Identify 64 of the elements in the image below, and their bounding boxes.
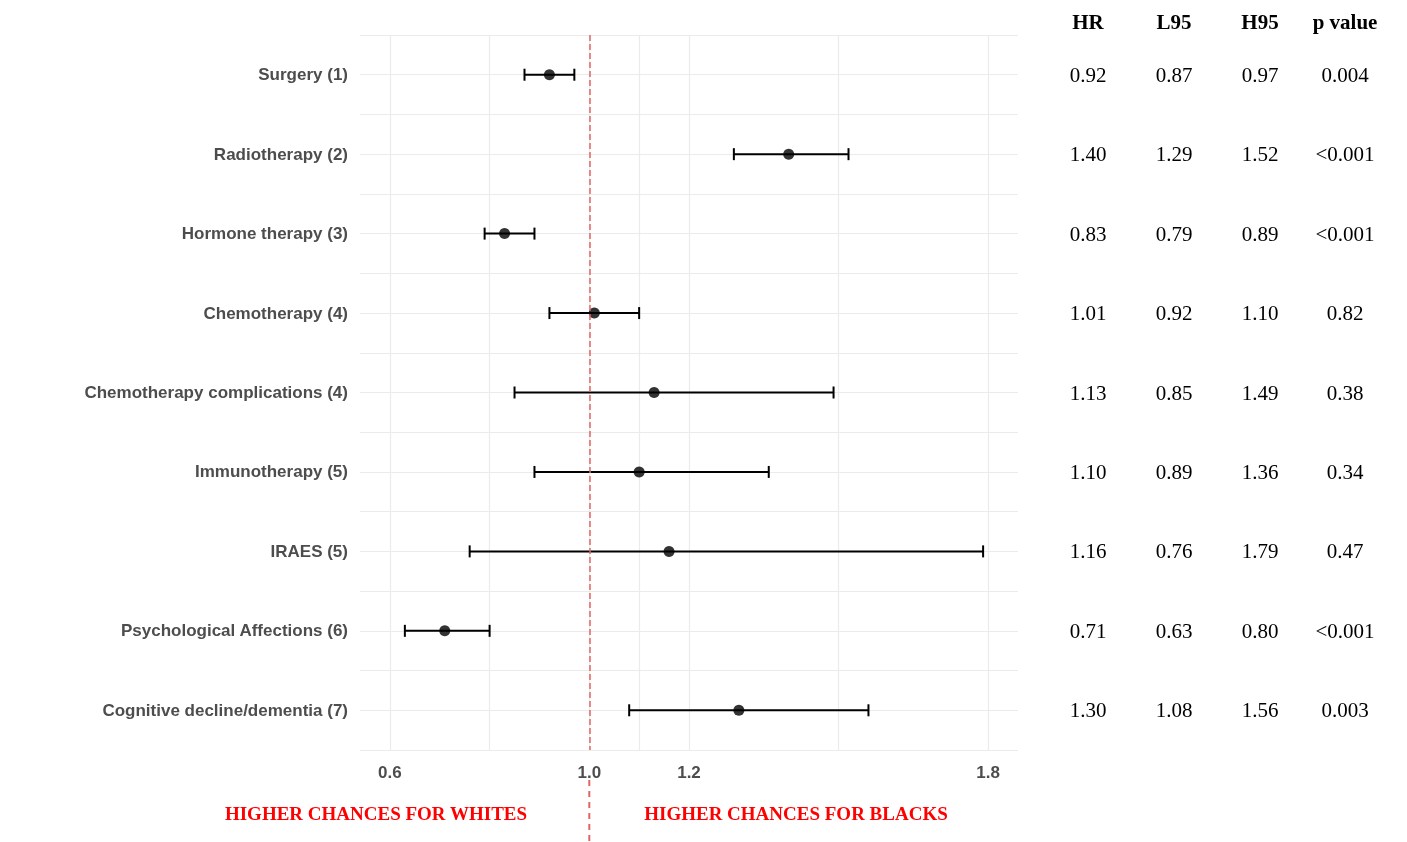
text: 0.003 — [1321, 698, 1369, 723]
text: 1.10 — [1241, 301, 1279, 326]
y-tick-label: Hormone therapy (3) — [181, 224, 348, 244]
text: 0.92 — [1155, 301, 1193, 326]
point — [588, 307, 600, 319]
text: HIGHER CHANCES FOR WHITES — [224, 802, 528, 824]
text: 0.47 — [1326, 539, 1364, 564]
data-label: 1.16 — [1069, 539, 1107, 564]
text: 1.56 — [1241, 698, 1279, 723]
text: 1.49 — [1241, 380, 1279, 405]
text: 1.29 — [1155, 142, 1193, 167]
y-tick-label: IRAES (5) — [270, 541, 348, 561]
y-tick-label: Cognitive decline/dementia (7) — [102, 700, 348, 720]
text: 1.08 — [1155, 698, 1193, 723]
text: HR — [1072, 10, 1105, 34]
text: 0.97 — [1241, 62, 1279, 87]
text: 0.82 — [1326, 301, 1364, 326]
data-label: 0.71 — [1069, 618, 1107, 643]
y-tick-label: Chemotherapy (4) — [203, 303, 348, 323]
text: p value — [1312, 10, 1378, 34]
y-tick-label: Radiotherapy (2) — [213, 144, 348, 164]
text: 0.89 — [1241, 221, 1279, 246]
text: 0.38 — [1326, 380, 1364, 405]
text: 0.34 — [1326, 459, 1364, 484]
text: 0.87 — [1155, 62, 1193, 87]
text: <0.001 — [1315, 618, 1375, 643]
text: 0.004 — [1321, 62, 1370, 87]
data-label: 0.92 — [1069, 62, 1107, 87]
y-tick-label: Psychological Affections (6) — [120, 621, 348, 641]
text: HIGHER CHANCES FOR BLACKS — [644, 802, 948, 824]
text: <0.001 — [1315, 142, 1375, 167]
x-tick-label: 1.2 — [677, 763, 701, 782]
data-label: 1.30 — [1069, 698, 1107, 723]
text: 0.76 — [1155, 539, 1193, 564]
data-label: 1.01 — [1069, 301, 1107, 326]
point — [648, 387, 660, 398]
y-tick-label: Surgery (1) — [258, 65, 348, 85]
point — [663, 545, 675, 557]
text: 0.89 — [1155, 459, 1193, 484]
point — [733, 704, 745, 716]
point — [783, 148, 795, 160]
text: <0.001 — [1315, 221, 1375, 246]
x-tick-label: 1.0 — [577, 763, 602, 782]
point — [633, 466, 645, 478]
text: 0.63 — [1155, 618, 1193, 643]
y-tick-label: Chemotherapy complications (4) — [84, 383, 348, 402]
data-label: 1.13 — [1069, 380, 1107, 405]
point — [543, 69, 555, 81]
text: 0.80 — [1241, 618, 1279, 643]
text: H95 — [1241, 10, 1279, 34]
data-label: 0.83 — [1069, 221, 1107, 246]
text: 0.85 — [1155, 380, 1193, 405]
text: L95 — [1156, 10, 1192, 34]
point — [439, 625, 451, 637]
text: 1.52 — [1241, 142, 1279, 167]
text: 0.79 — [1155, 221, 1193, 246]
y-tick-label: Immunotherapy (5) — [194, 462, 348, 482]
x-tick-label: 1.8 — [976, 763, 1000, 782]
point — [499, 228, 511, 240]
x-tick-label: 0.6 — [378, 763, 402, 782]
text: 1.79 — [1241, 539, 1279, 564]
data-label: 1.10 — [1069, 459, 1107, 484]
text: 1.36 — [1241, 459, 1279, 484]
data-label: 1.40 — [1069, 142, 1107, 167]
